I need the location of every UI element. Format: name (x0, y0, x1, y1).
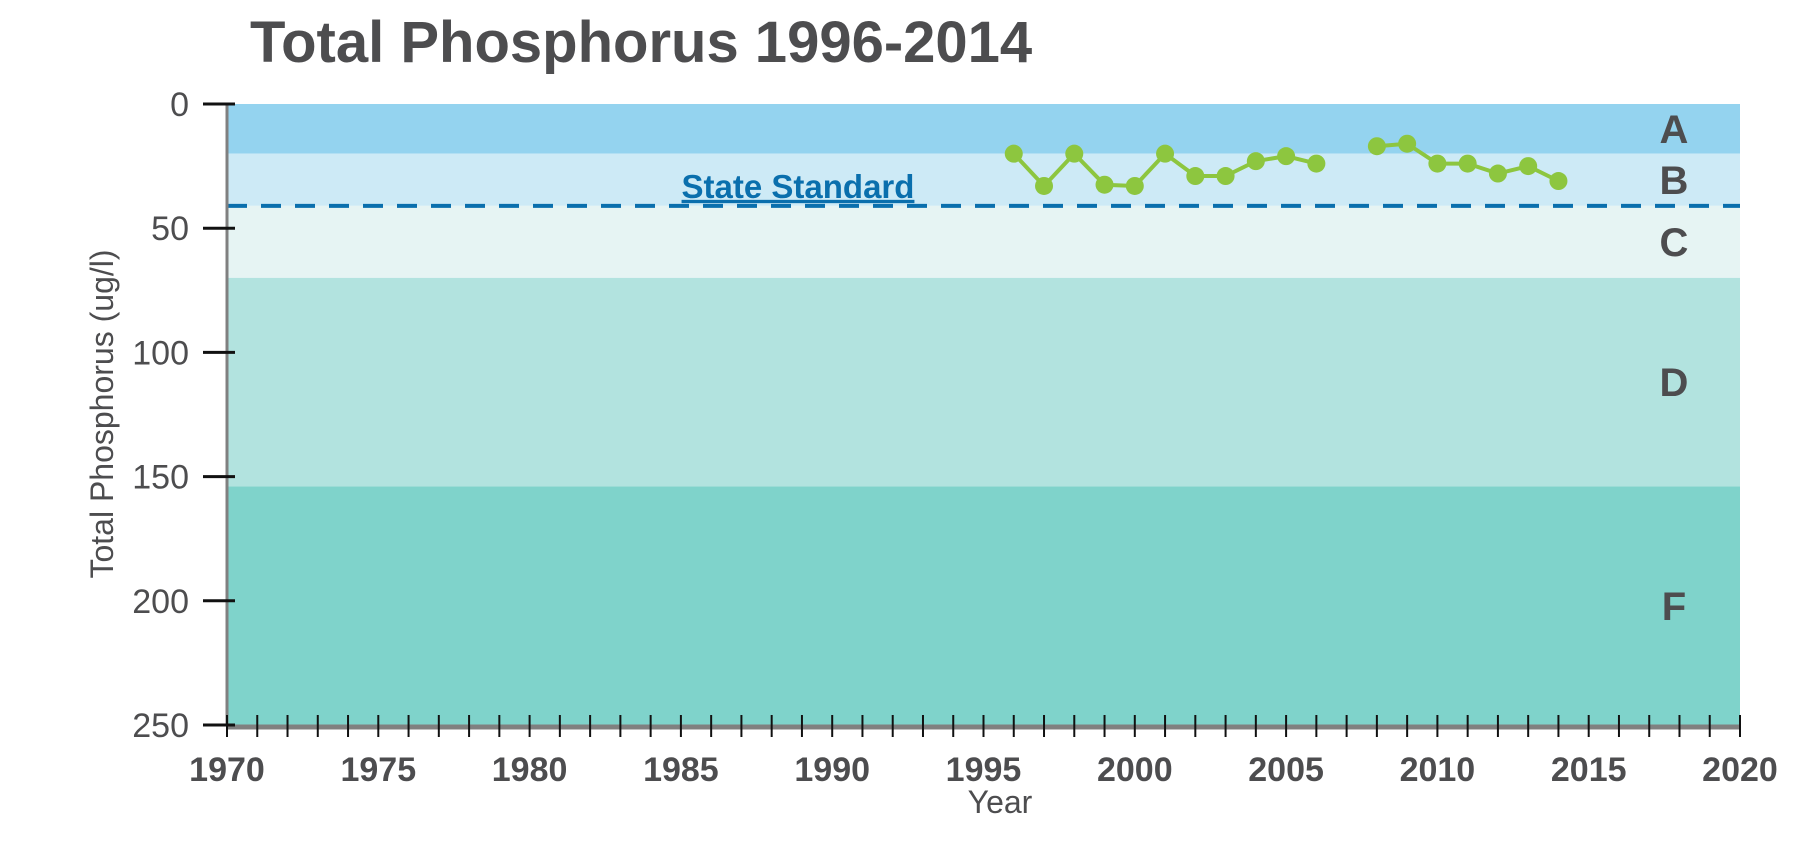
data-point-1997 (1035, 176, 1054, 195)
data-point-1998 (1065, 144, 1084, 163)
y-axis-label: Total Phosphorus (ug/l) (84, 249, 120, 578)
y-tick-label: 100 (132, 334, 189, 372)
band-A (227, 104, 1740, 154)
x-tick-label: 1995 (946, 751, 1022, 789)
state-standard-line: State Standard (227, 168, 1740, 208)
chart-title: Total Phosphorus 1996-2014 (250, 10, 1032, 75)
y-tick-label: 250 (132, 707, 189, 745)
x-tick-label: 2020 (1702, 751, 1778, 789)
band-label-D: D (1660, 361, 1689, 405)
y-tick-label: 0 (170, 86, 189, 124)
band-F (227, 486, 1740, 725)
y-tick-label: 200 (132, 583, 189, 621)
data-point-2004 (1246, 152, 1265, 171)
axes: 1970 1975 1980 1985 1990 1995 2000 2005 2010 2015… (132, 86, 1778, 789)
data-point-2005 (1277, 147, 1296, 166)
band-B (227, 153, 1740, 206)
x-tick-label: 1975 (340, 751, 416, 789)
data-point-2012 (1488, 164, 1507, 183)
data-point-2009 (1398, 134, 1417, 153)
band-label-C: C (1660, 221, 1689, 265)
data-point-2006 (1307, 154, 1326, 173)
data-point-2001 (1156, 144, 1175, 163)
data-point-2000 (1125, 176, 1144, 195)
x-tick-label: 1970 (189, 751, 265, 789)
x-tick-label: 1980 (492, 751, 568, 789)
band-label-B: B (1660, 159, 1689, 203)
grade-bands: ABC D F (227, 104, 1740, 725)
band-D (227, 277, 1740, 487)
x-axis-label: Year (968, 784, 1033, 820)
data-point-2011 (1458, 154, 1477, 173)
data-point-1999 (1095, 175, 1114, 194)
y-tick-label: 150 (132, 459, 189, 497)
x-tick-label: 2010 (1400, 751, 1476, 789)
x-tick-label: 2015 (1551, 751, 1627, 789)
x-tick-label: 2005 (1248, 751, 1324, 789)
data-point-2014 (1549, 172, 1568, 191)
state-standard-label: State Standard (682, 168, 915, 205)
y-tick-label: 50 (151, 210, 189, 248)
x-tick-label: 1985 (643, 751, 719, 789)
band-label-A: A (1660, 108, 1689, 152)
data-series (1004, 134, 1568, 195)
data-point-2003 (1216, 167, 1235, 186)
data-point-2013 (1519, 157, 1538, 176)
data-point-2008 (1367, 137, 1386, 156)
data-point-1996 (1004, 144, 1023, 163)
band-C (227, 205, 1740, 278)
data-point-2010 (1428, 154, 1447, 173)
x-tick-label: 2000 (1097, 751, 1173, 789)
x-tick-label: 1990 (794, 751, 870, 789)
band-label-F: F (1662, 585, 1686, 629)
data-point-2002 (1186, 167, 1205, 186)
